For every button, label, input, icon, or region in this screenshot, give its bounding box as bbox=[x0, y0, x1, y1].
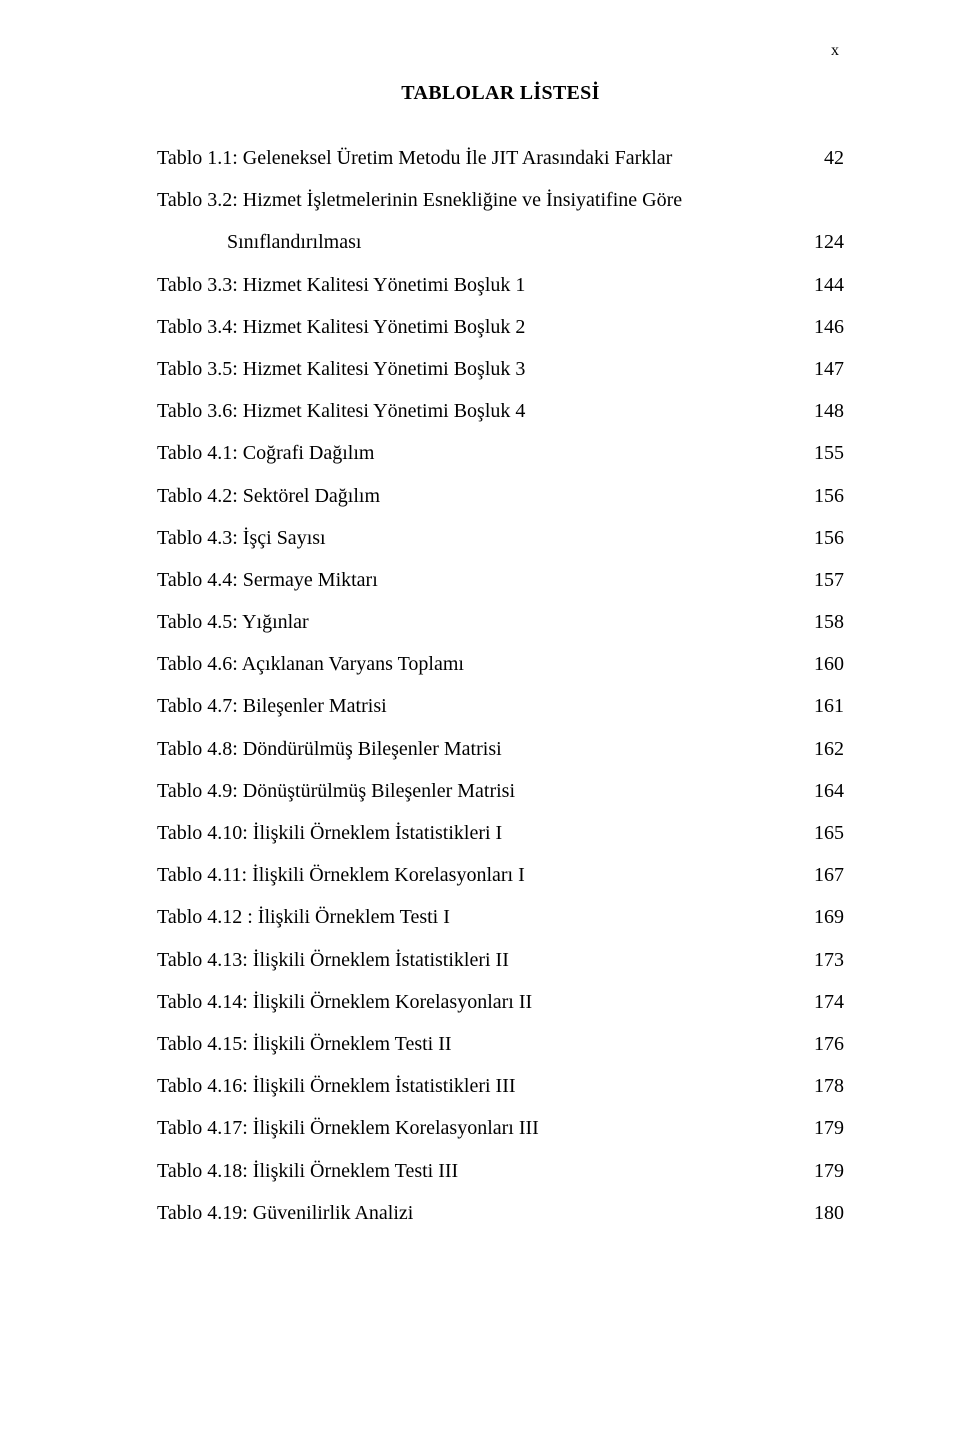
toc-entry-page: 157 bbox=[806, 570, 844, 590]
toc-entry: Tablo 3.4: Hizmet Kalitesi Yönetimi Boşl… bbox=[157, 317, 844, 337]
toc-entry-label: Tablo 1.1: Geleneksel Üretim Metodu İle … bbox=[157, 148, 672, 168]
toc-entry: Tablo 4.18: İlişkili Örneklem Testi III 1… bbox=[157, 1161, 844, 1181]
toc-entry-label: Tablo 4.13: İlişkili Örneklem İstatistik… bbox=[157, 950, 509, 970]
toc-entry-label: Tablo 3.3: Hizmet Kalitesi Yönetimi Boşl… bbox=[157, 275, 525, 295]
toc-entry-label: Tablo 4.6: Açıklanan Varyans Toplamı bbox=[157, 654, 464, 674]
toc-entry-label: Tablo 4.15: İlişkili Örneklem Testi II bbox=[157, 1034, 452, 1054]
toc-entry: Tablo 4.6: Açıklanan Varyans Toplamı 160 bbox=[157, 654, 844, 674]
toc-entry-label: Tablo 3.5: Hizmet Kalitesi Yönetimi Boşl… bbox=[157, 359, 525, 379]
toc-entry: Tablo 4.14: İlişkili Örneklem Korelasyon… bbox=[157, 992, 844, 1012]
toc-entry-page: 144 bbox=[806, 275, 844, 295]
toc-entry-label: Sınıflandırılması bbox=[227, 232, 361, 252]
toc-entry-label: Tablo 4.18: İlişkili Örneklem Testi III bbox=[157, 1161, 458, 1181]
toc-entry-page: 160 bbox=[806, 654, 844, 674]
toc-entry: Tablo 4.5: Yığınlar 158 bbox=[157, 612, 844, 632]
toc-entry: Tablo 4.17: İlişkili Örneklem Korelasyon… bbox=[157, 1118, 844, 1138]
toc-entry-page: 169 bbox=[806, 907, 844, 927]
toc-entry-page: 164 bbox=[806, 781, 844, 801]
toc-entry-page: 162 bbox=[806, 739, 844, 759]
toc-entry-page: 180 bbox=[806, 1203, 844, 1223]
page-title: TABLOLAR LİSTESİ bbox=[157, 82, 844, 105]
page-number-marker: x bbox=[831, 42, 839, 60]
toc-entry-page: 156 bbox=[806, 486, 844, 506]
toc-entry-page: 179 bbox=[806, 1118, 844, 1138]
toc-entry: Tablo 4.2: Sektörel Dağılım 156 bbox=[157, 486, 844, 506]
table-of-contents: Tablo 1.1: Geleneksel Üretim Metodu İle … bbox=[157, 148, 844, 1223]
toc-entry-label: Tablo 4.1: Coğrafi Dağılım bbox=[157, 443, 374, 463]
toc-entry: Tablo 3.5: Hizmet Kalitesi Yönetimi Boşl… bbox=[157, 359, 844, 379]
toc-entry-page: 124 bbox=[806, 232, 844, 252]
toc-entry-page: 42 bbox=[806, 148, 844, 168]
toc-entry-label: Tablo 4.9: Dönüştürülmüş Bileşenler Matr… bbox=[157, 781, 515, 801]
toc-entry-label: Tablo 4.16: İlişkili Örneklem İstatistik… bbox=[157, 1076, 516, 1096]
toc-entry-label: Tablo 4.7: Bileşenler Matrisi bbox=[157, 696, 387, 716]
toc-entry: Tablo 4.12 : İlişkili Örneklem Testi I 16… bbox=[157, 907, 844, 927]
toc-entry: Tablo 4.9: Dönüştürülmüş Bileşenler Matr… bbox=[157, 781, 844, 801]
toc-entry-label: Tablo 4.4: Sermaye Miktarı bbox=[157, 570, 378, 590]
toc-entry-page: 165 bbox=[806, 823, 844, 843]
toc-entry: Tablo 1.1: Geleneksel Üretim Metodu İle … bbox=[157, 148, 844, 168]
toc-entry-page: 178 bbox=[806, 1076, 844, 1096]
toc-entry-page: 176 bbox=[806, 1034, 844, 1054]
toc-entry-page: 147 bbox=[806, 359, 844, 379]
toc-entry-label: Tablo 4.12 : İlişkili Örneklem Testi I bbox=[157, 907, 450, 927]
toc-entry-page: 161 bbox=[806, 696, 844, 716]
toc-entry-label: Tablo 3.2: Hizmet İşletmelerinin Esnekli… bbox=[157, 190, 682, 210]
toc-entry-page: 146 bbox=[806, 317, 844, 337]
toc-entry-label: Tablo 4.2: Sektörel Dağılım bbox=[157, 486, 380, 506]
toc-entry-page: 174 bbox=[806, 992, 844, 1012]
toc-entry: Tablo 4.10: İlişkili Örneklem İstatistik… bbox=[157, 823, 844, 843]
toc-entry: Tablo 4.4: Sermaye Miktarı 157 bbox=[157, 570, 844, 590]
toc-entry-page: 167 bbox=[806, 865, 844, 885]
toc-entry: Tablo 3.6: Hizmet Kalitesi Yönetimi Boşl… bbox=[157, 401, 844, 421]
toc-entry-label: Tablo 4.17: İlişkili Örneklem Korelasyon… bbox=[157, 1118, 539, 1138]
toc-entry-page: 173 bbox=[806, 950, 844, 970]
toc-entry-label: Tablo 4.5: Yığınlar bbox=[157, 612, 309, 632]
toc-entry-page: 179 bbox=[806, 1161, 844, 1181]
document-page: x TABLOLAR LİSTESİ Tablo 1.1: Geleneksel… bbox=[0, 0, 960, 1449]
toc-entry: Tablo 4.16: İlişkili Örneklem İstatistik… bbox=[157, 1076, 844, 1096]
toc-entry: Tablo 4.7: Bileşenler Matrisi 161 bbox=[157, 696, 844, 716]
toc-entry-label: Tablo 4.14: İlişkili Örneklem Korelasyon… bbox=[157, 992, 532, 1012]
toc-entry-page: 156 bbox=[806, 528, 844, 548]
toc-entry: Tablo 4.15: İlişkili Örneklem Testi II 17… bbox=[157, 1034, 844, 1054]
toc-entry-label: Tablo 4.10: İlişkili Örneklem İstatistik… bbox=[157, 823, 502, 843]
toc-entry: Tablo 4.13: İlişkili Örneklem İstatistik… bbox=[157, 950, 844, 970]
toc-entry: Tablo 3.3: Hizmet Kalitesi Yönetimi Boşl… bbox=[157, 275, 844, 295]
toc-entry-label: Tablo 3.6: Hizmet Kalitesi Yönetimi Boşl… bbox=[157, 401, 525, 421]
toc-entry-page: 148 bbox=[806, 401, 844, 421]
toc-entry-page: 155 bbox=[806, 443, 844, 463]
toc-entry: Tablo 3.2: Hizmet İşletmelerinin Esnekli… bbox=[157, 190, 844, 210]
toc-entry: Tablo 4.1: Coğrafi Dağılım 155 bbox=[157, 443, 844, 463]
toc-entry: Tablo 4.8: Döndürülmüş Bileşenler Matris… bbox=[157, 739, 844, 759]
toc-entry: Tablo 4.3: İşçi Sayısı 156 bbox=[157, 528, 844, 548]
toc-entry: Tablo 4.19: Güvenilirlik Analizi 180 bbox=[157, 1203, 844, 1223]
toc-entry: Sınıflandırılması 124 bbox=[157, 232, 844, 252]
toc-entry-label: Tablo 4.3: İşçi Sayısı bbox=[157, 528, 326, 548]
toc-entry-label: Tablo 3.4: Hizmet Kalitesi Yönetimi Boşl… bbox=[157, 317, 525, 337]
toc-entry-label: Tablo 4.19: Güvenilirlik Analizi bbox=[157, 1203, 413, 1223]
toc-entry: Tablo 4.11: İlişkili Örneklem Korelasyon… bbox=[157, 865, 844, 885]
toc-entry-label: Tablo 4.8: Döndürülmüş Bileşenler Matris… bbox=[157, 739, 502, 759]
toc-entry-label: Tablo 4.11: İlişkili Örneklem Korelasyon… bbox=[157, 865, 525, 885]
toc-entry-page: 158 bbox=[806, 612, 844, 632]
